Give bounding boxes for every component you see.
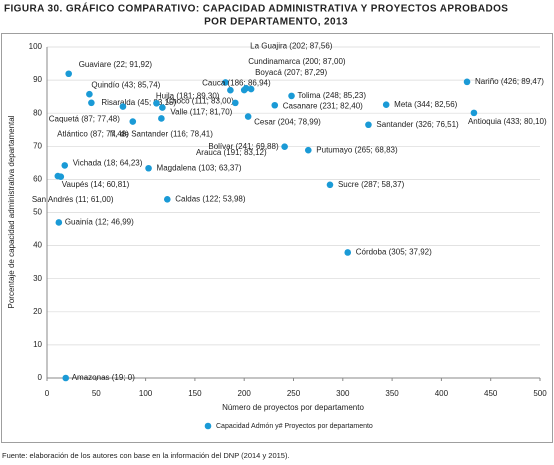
point [55, 219, 63, 226]
point-label: Chocó (111; 83,00) [166, 96, 234, 105]
chart-title: FIGURA 30. GRÁFICO COMPARATIVO: CAPACIDA… [4, 2, 508, 15]
chart-title: POR DEPARTAMENTO, 2013 [204, 17, 348, 28]
point-label: Vaupés (14; 60,81) [62, 180, 130, 189]
point [304, 146, 312, 154]
point [145, 164, 152, 172]
point [54, 172, 62, 180]
x-tick-label: 200 [238, 389, 252, 398]
point-label: La Guajira (202; 87,56) [250, 41, 333, 50]
y-tick-label: 70 [33, 141, 42, 150]
point-label: Meta (344; 82,56) [394, 100, 457, 109]
source-note: Fuente: elaboración de los autores con b… [2, 451, 290, 460]
point [62, 374, 70, 382]
point [129, 118, 137, 125]
point-label: Cesar (204; 78,99) [254, 118, 321, 127]
point-label: Caldas (122; 53,98) [175, 194, 246, 203]
point-label: Vichada (18; 64,23) [73, 159, 143, 168]
y-tick-label: 60 [33, 175, 42, 184]
point [271, 101, 279, 109]
x-tick-label: 500 [533, 389, 547, 398]
x-tick-label: 250 [287, 389, 301, 398]
chart-frame [1, 33, 553, 443]
point-label: Córdoba (305; 37,92) [356, 248, 432, 257]
point [326, 181, 334, 189]
point-label: Quindío (43; 85,74) [91, 80, 160, 89]
y-tick-label: 20 [33, 307, 42, 316]
point [159, 104, 166, 111]
y-tick-label: 100 [29, 42, 43, 51]
point [463, 78, 471, 86]
x-tick-label: 400 [435, 389, 449, 398]
x-tick-label: 300 [336, 389, 350, 398]
point [240, 86, 248, 94]
y-tick-label: 10 [33, 340, 42, 349]
point [153, 99, 160, 107]
point-label: N. de Santander (116; 78,41) [110, 130, 213, 139]
point [86, 90, 93, 98]
point [88, 99, 95, 107]
point-label: Bolívar (241; 69,88) [208, 142, 279, 151]
point [365, 121, 372, 129]
point-label: Nariño (426; 89,47) [475, 77, 544, 86]
x-tick-label: 100 [139, 389, 153, 398]
point [158, 115, 165, 122]
point-label: Sucre (287; 58,37) [338, 180, 405, 189]
x-tick-label: 50 [92, 389, 101, 398]
point-label: Antioquia (433; 80,10) [468, 117, 547, 126]
point-label: Amazonas (19; 0) [72, 373, 135, 382]
x-tick-label: 350 [385, 389, 399, 398]
point-label: Putumayo (265; 68,83) [316, 145, 398, 154]
point-label: Caquetá (87; 77,48) [49, 115, 120, 124]
y-tick-label: 40 [33, 241, 42, 250]
point-label: Valle (117; 81,70) [170, 108, 232, 117]
point [119, 103, 127, 110]
y-tick-label: 80 [33, 108, 42, 117]
point-label: Risaralda (45; 83,15) [101, 98, 176, 107]
point [382, 101, 390, 109]
y-tick-label: 30 [33, 274, 42, 283]
point-label: Guainía (12; 46,99) [65, 218, 134, 227]
x-tick-label: 150 [188, 389, 202, 398]
y-tick-label: 90 [33, 75, 42, 84]
point-label: Guaviare (22; 91,92) [79, 60, 153, 69]
legend-marker [204, 422, 212, 430]
point [244, 113, 252, 120]
point-label: Tolima (248; 85,23) [298, 91, 367, 100]
point [65, 70, 72, 78]
point [288, 92, 295, 100]
x-axis-label: Número de proyectos por departamento [222, 403, 364, 412]
point [247, 85, 255, 93]
point [227, 86, 234, 94]
point-label: Casanare (231; 82,40) [283, 101, 363, 110]
point [222, 79, 229, 86]
y-tick-label: 50 [33, 208, 42, 217]
point [470, 109, 478, 117]
point-label: Cauca (186; 86,94) [202, 78, 271, 87]
point-label: Magdalena (103; 63,37) [157, 163, 242, 172]
point-label: Cundinamarca (200; 87,00) [248, 57, 346, 66]
x-tick-label: 450 [484, 389, 498, 398]
y-tick-label: 0 [38, 373, 43, 382]
point-label: Boyacá (207; 87,29) [255, 68, 327, 77]
y-axis-label: Porcentaje de capacidad administrativa d… [7, 115, 16, 308]
x-tick-label: 0 [45, 389, 50, 398]
point [344, 249, 352, 256]
point-label: Arauca (191; 83,12) [196, 148, 267, 157]
point [163, 196, 171, 203]
point [61, 162, 69, 169]
point-label: Atlántico (87; 77,48) [57, 130, 129, 139]
point-label: Santander (326; 76,51) [376, 120, 459, 129]
point-label: Huila (181; 89,30) [156, 92, 220, 101]
point [281, 143, 288, 150]
point [232, 99, 239, 107]
legend-label: Capacidad Admón y# Proyectos por departa… [216, 423, 373, 430]
point-label: San Andrés (11; 61,00) [32, 195, 114, 204]
